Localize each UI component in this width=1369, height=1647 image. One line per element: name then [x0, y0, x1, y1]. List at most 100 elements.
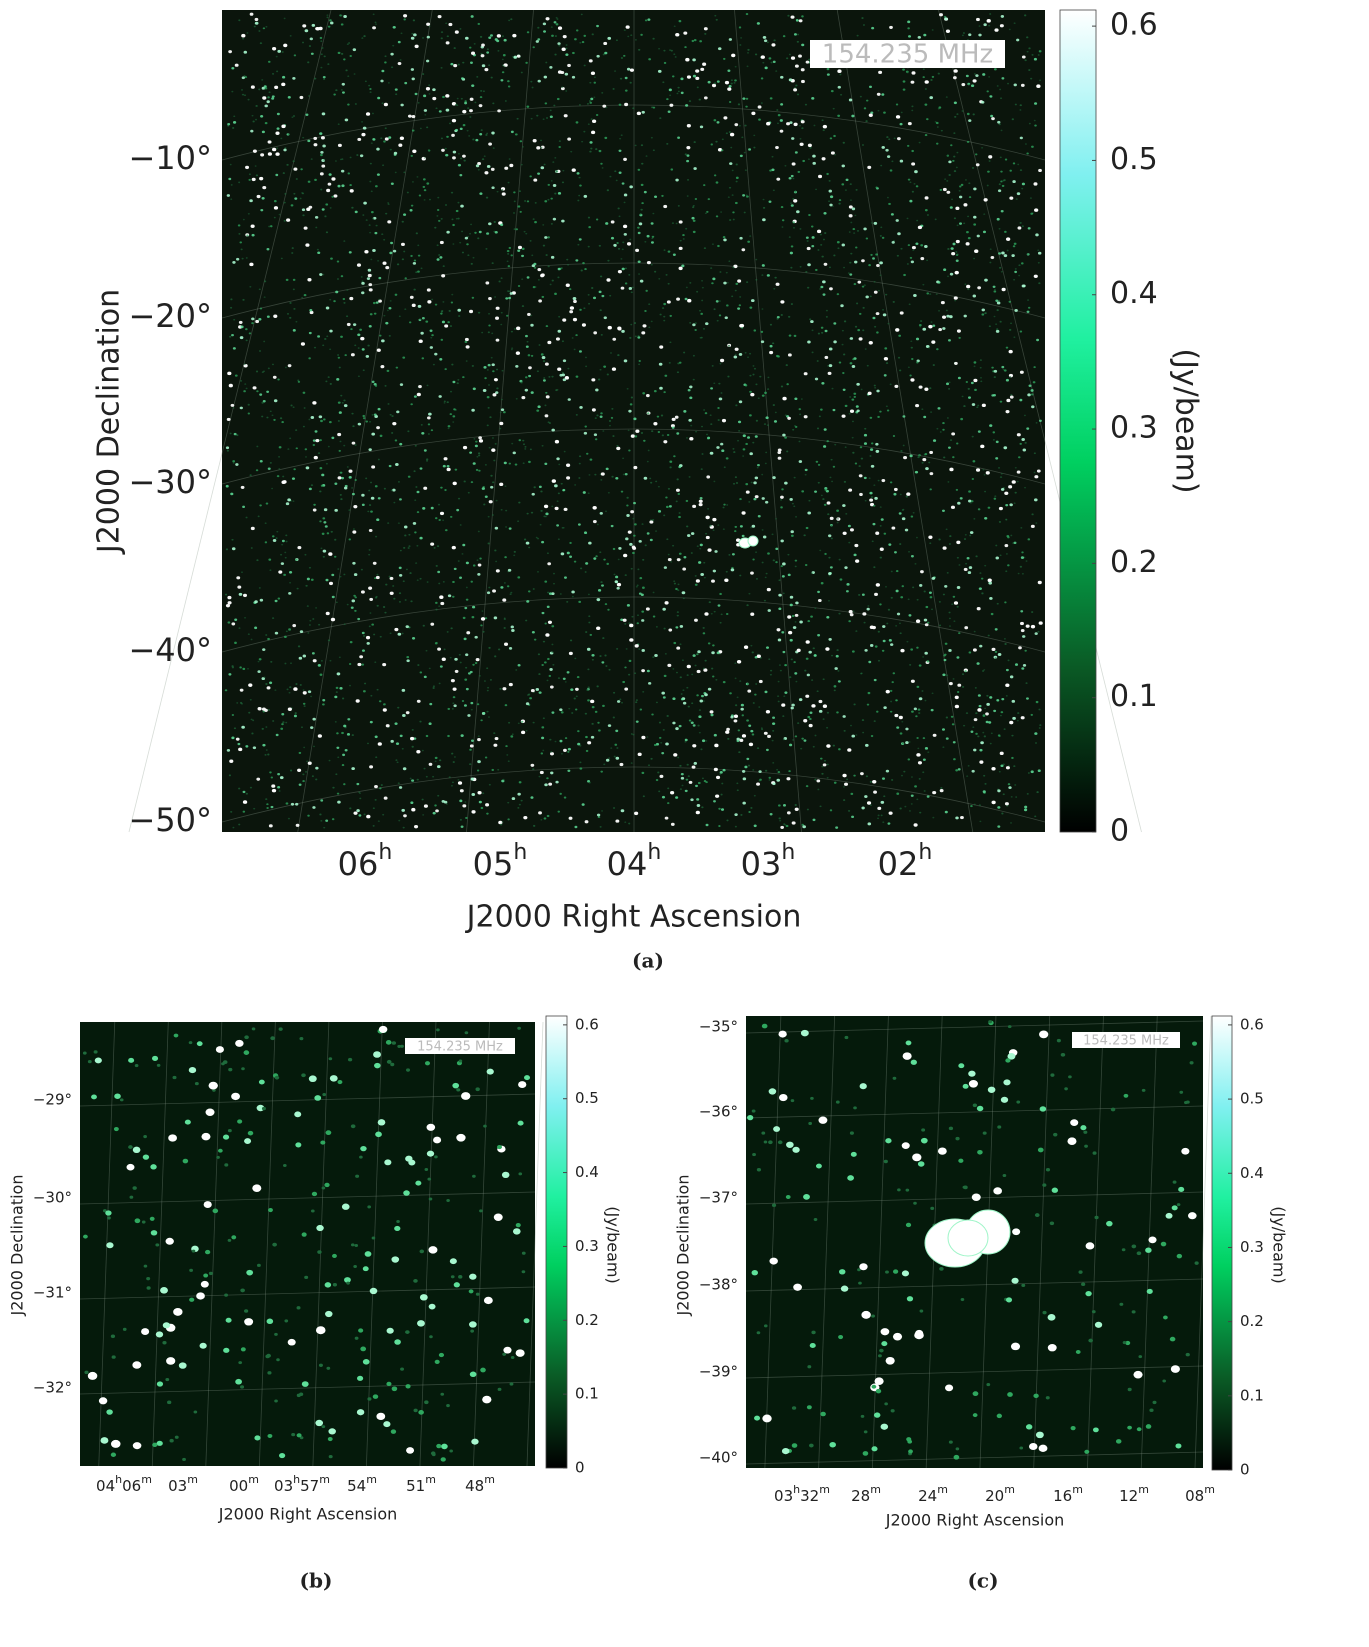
source [353, 528, 355, 530]
source [665, 653, 667, 655]
source [900, 596, 903, 598]
source [710, 452, 714, 455]
source [1004, 728, 1006, 730]
source [782, 562, 786, 565]
source [976, 406, 978, 408]
source [462, 110, 466, 114]
source [805, 271, 807, 273]
source [703, 627, 705, 629]
source [823, 678, 825, 680]
source [538, 811, 542, 814]
source [694, 141, 696, 143]
source [248, 99, 250, 101]
source [561, 552, 565, 555]
source [547, 236, 550, 238]
source [571, 591, 574, 594]
source [984, 735, 986, 737]
source [249, 286, 251, 288]
source [882, 237, 885, 239]
source [321, 660, 323, 662]
source [596, 55, 599, 58]
source [1014, 784, 1016, 786]
source [246, 32, 248, 34]
source [873, 566, 875, 568]
source [253, 808, 255, 810]
source [951, 247, 954, 250]
source [280, 728, 283, 730]
source [413, 470, 415, 472]
source [880, 525, 882, 527]
source [544, 76, 547, 79]
source [899, 623, 901, 625]
source [812, 236, 815, 239]
source [393, 502, 395, 504]
source [338, 420, 340, 422]
source [341, 89, 343, 91]
source [688, 706, 690, 708]
source [349, 184, 352, 186]
source [418, 385, 422, 388]
source [439, 358, 442, 361]
source [599, 291, 602, 294]
source [344, 354, 346, 356]
source [977, 286, 981, 289]
source [795, 735, 797, 737]
source [334, 696, 337, 699]
source [1018, 456, 1021, 458]
source [365, 81, 367, 83]
source [479, 133, 482, 135]
source [1006, 695, 1008, 697]
source [961, 184, 964, 186]
source [363, 35, 365, 37]
source [886, 623, 888, 625]
source [875, 645, 878, 647]
source [319, 132, 322, 135]
source [816, 461, 819, 463]
source [471, 52, 475, 55]
source [831, 90, 834, 92]
source [984, 474, 986, 476]
source [625, 537, 628, 540]
source [528, 547, 530, 549]
source [719, 773, 721, 775]
source [748, 501, 750, 503]
source [916, 338, 919, 341]
source [975, 712, 977, 714]
source [905, 529, 908, 532]
source [493, 732, 495, 734]
source [521, 800, 523, 802]
source [259, 504, 262, 506]
source [460, 662, 462, 664]
source [346, 289, 348, 291]
source [584, 425, 587, 427]
source [497, 769, 499, 771]
source [640, 34, 643, 36]
source [921, 408, 923, 410]
source [1031, 770, 1034, 773]
source [697, 87, 699, 89]
source [993, 394, 996, 396]
source [875, 253, 878, 255]
source [376, 596, 378, 598]
source [721, 449, 724, 452]
source [806, 658, 809, 660]
source [979, 705, 982, 707]
source [710, 710, 714, 713]
source [573, 300, 577, 303]
source [994, 68, 997, 70]
source [648, 58, 651, 60]
source [616, 587, 619, 590]
source [907, 263, 909, 265]
source [501, 399, 503, 401]
source [701, 280, 703, 282]
source [517, 118, 519, 120]
source [446, 41, 450, 44]
source [593, 297, 596, 300]
source [718, 825, 720, 827]
source [412, 181, 414, 183]
source [843, 142, 845, 144]
source [438, 519, 440, 521]
source [714, 611, 716, 613]
source [368, 586, 372, 589]
source [600, 412, 603, 414]
